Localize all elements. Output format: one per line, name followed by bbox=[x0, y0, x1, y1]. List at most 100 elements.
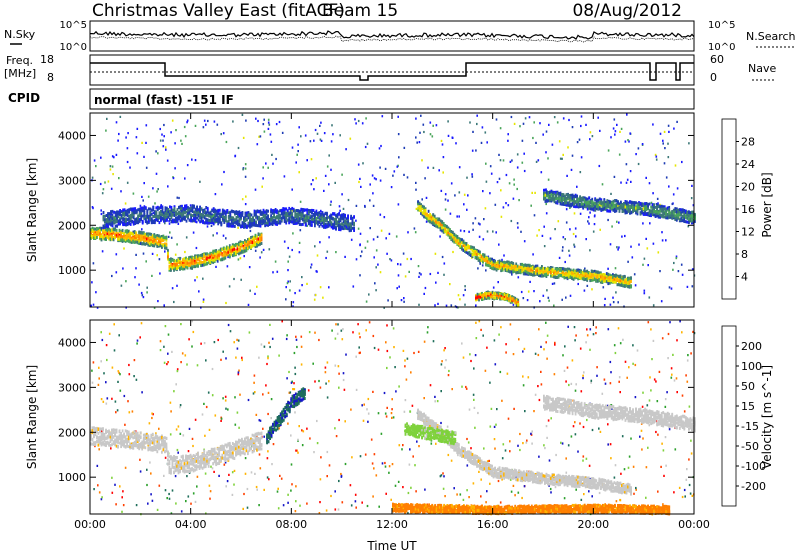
power-echo-cell bbox=[93, 234, 95, 238]
power-echo-cell bbox=[574, 270, 576, 274]
power-scatter-point bbox=[569, 294, 572, 297]
power-scatter-point bbox=[573, 243, 575, 246]
power-scatter-point bbox=[345, 148, 347, 151]
power-scatter-point bbox=[458, 215, 460, 218]
power-echo-cell bbox=[209, 213, 212, 217]
power-echo-cell bbox=[421, 213, 424, 217]
power-echo-cell bbox=[106, 232, 109, 236]
power-scatter-point bbox=[326, 250, 329, 253]
power-echo-cell bbox=[479, 258, 481, 262]
power-scatter-point bbox=[492, 286, 495, 289]
power-scatter-point bbox=[255, 117, 257, 120]
power-echo-cell bbox=[489, 257, 492, 261]
power-echo-cell bbox=[324, 225, 327, 229]
power-echo-cell bbox=[424, 212, 427, 216]
power-echo-cell bbox=[516, 268, 519, 271]
power-echo-cell bbox=[230, 245, 233, 249]
power-echo-cell bbox=[522, 268, 525, 272]
power-echo-cell bbox=[450, 230, 453, 233]
power-echo-cell bbox=[122, 223, 124, 227]
power-echo-cell bbox=[241, 242, 243, 246]
power-echo-cell bbox=[429, 220, 431, 224]
power-scatter-point bbox=[659, 132, 662, 135]
power-echo-cell bbox=[107, 222, 109, 225]
power-scatter-point bbox=[227, 255, 229, 259]
power-scatter-point bbox=[222, 132, 225, 135]
power-scatter-point bbox=[425, 196, 428, 199]
power-echo-cell bbox=[306, 208, 309, 212]
power-echo-cell bbox=[245, 242, 248, 246]
power-echo-cell bbox=[193, 215, 195, 219]
power-echo-cell bbox=[185, 265, 187, 269]
power-echo-cell bbox=[111, 231, 113, 235]
power-scatter-point bbox=[355, 204, 358, 207]
power-echo-cell bbox=[613, 274, 616, 277]
power-echo-cell bbox=[209, 212, 212, 215]
power-echo-cell bbox=[128, 208, 131, 212]
power-scatter-point bbox=[225, 237, 227, 240]
power-echo-cell bbox=[622, 277, 625, 281]
power-echo-cell bbox=[147, 207, 150, 211]
power-echo-cell bbox=[122, 213, 124, 217]
power-scatter-point bbox=[553, 304, 555, 307]
power-scatter-point bbox=[347, 198, 350, 202]
power-echo-cell bbox=[468, 246, 471, 250]
power-scatter-point bbox=[157, 188, 159, 191]
power-echo-cell bbox=[607, 282, 610, 286]
power-echo-cell bbox=[161, 217, 164, 221]
power-echo-cell bbox=[538, 273, 540, 277]
power-echo-cell bbox=[464, 244, 466, 248]
power-echo-cell bbox=[282, 214, 285, 218]
power-echo-cell bbox=[577, 199, 580, 203]
power-echo-cell bbox=[432, 216, 435, 220]
power-echo-cell bbox=[512, 261, 515, 265]
power-echo-cell bbox=[579, 205, 581, 208]
power-echo-cell bbox=[202, 210, 204, 214]
power-echo-cell bbox=[128, 219, 131, 223]
power-echo-cell bbox=[420, 205, 422, 209]
power-scatter-point bbox=[365, 300, 368, 303]
power-scatter-point bbox=[172, 177, 175, 180]
power-echo-cell bbox=[212, 219, 215, 223]
power-scatter-point bbox=[328, 236, 330, 239]
power-scatter-point bbox=[620, 127, 623, 130]
power-echo-cell bbox=[259, 209, 262, 213]
power-scatter-point bbox=[339, 134, 341, 137]
power-scatter-point bbox=[522, 297, 525, 300]
power-scatter-point bbox=[617, 301, 619, 304]
power-scatter-point bbox=[298, 171, 300, 174]
power-echo-cell bbox=[447, 226, 450, 230]
power-echo-cell bbox=[232, 224, 235, 228]
power-echo-cell bbox=[143, 207, 146, 210]
power-echo-cell bbox=[622, 275, 625, 279]
power-echo-cell bbox=[173, 262, 175, 266]
power-echo-cell bbox=[605, 280, 608, 284]
power-echo-cell bbox=[438, 224, 441, 228]
power-echo-cell bbox=[220, 215, 223, 218]
power-scatter-point bbox=[398, 156, 400, 159]
power-echo-cell bbox=[141, 208, 144, 212]
power-echo-cell bbox=[604, 274, 607, 278]
power-scatter-point bbox=[530, 204, 532, 207]
power-echo-cell bbox=[207, 260, 210, 264]
power-echo-cell bbox=[342, 227, 345, 231]
power-echo-cell bbox=[285, 216, 288, 220]
power-echo-cell bbox=[206, 262, 209, 266]
power-echo-cell bbox=[245, 246, 248, 250]
power-scatter-point bbox=[215, 265, 217, 268]
power-echo-cell bbox=[510, 261, 513, 265]
power-echo-cell bbox=[151, 240, 154, 243]
power-echo-cell bbox=[476, 253, 478, 256]
power-scatter-point bbox=[607, 267, 609, 270]
power-echo-cell bbox=[577, 197, 580, 201]
power-echo-cell bbox=[562, 273, 564, 277]
power-echo-cell bbox=[292, 209, 295, 213]
power-echo-cell bbox=[147, 214, 150, 218]
power-scatter-point bbox=[532, 253, 534, 256]
power-scatter-point bbox=[589, 211, 591, 214]
power-scatter-point bbox=[141, 294, 144, 297]
power-scatter-point bbox=[447, 199, 449, 202]
power-scatter-point bbox=[665, 176, 668, 179]
power-scatter-point bbox=[349, 137, 352, 140]
power-echo-cell bbox=[144, 215, 147, 218]
